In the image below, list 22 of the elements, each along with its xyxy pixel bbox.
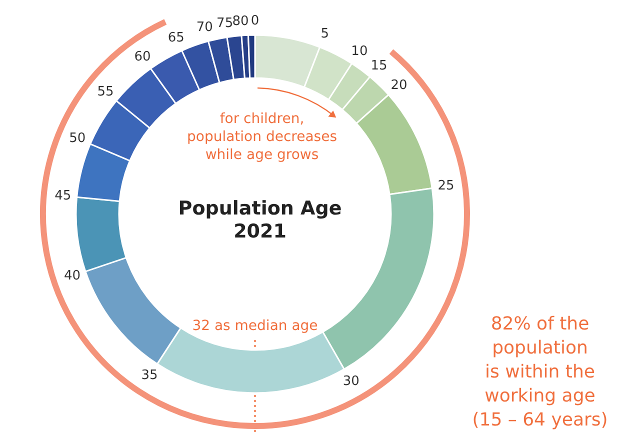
slice-label: 80 — [232, 14, 249, 30]
text: 32 as median age — [192, 318, 318, 334]
text: Population Age — [178, 198, 342, 220]
slice-label: 55 — [97, 84, 114, 100]
text: for children, population decreases while age grows — [187, 111, 337, 163]
slice-label: 45 — [54, 188, 72, 204]
slice-label: 40 — [64, 268, 80, 284]
slice-label: 50 — [69, 130, 86, 146]
text: 2021 — [234, 220, 286, 242]
slice-label: 0 — [250, 14, 260, 28]
slice-label: 35 — [141, 368, 158, 384]
slice-label: 25 — [438, 178, 454, 194]
slice-label: 60 — [134, 50, 151, 65]
slice-label: 75 — [216, 16, 234, 31]
slice-label: 30 — [342, 374, 360, 389]
text: 82% of the population is within the working age (15 – 64 years) — [472, 314, 608, 430]
slice-label: 20 — [390, 78, 408, 93]
slice-label: 70 — [196, 20, 213, 36]
slice-label: 10 — [351, 44, 368, 60]
slice-label: 15 — [370, 58, 388, 74]
slice-label: 65 — [168, 30, 184, 46]
slice-label: 5 — [320, 26, 330, 42]
